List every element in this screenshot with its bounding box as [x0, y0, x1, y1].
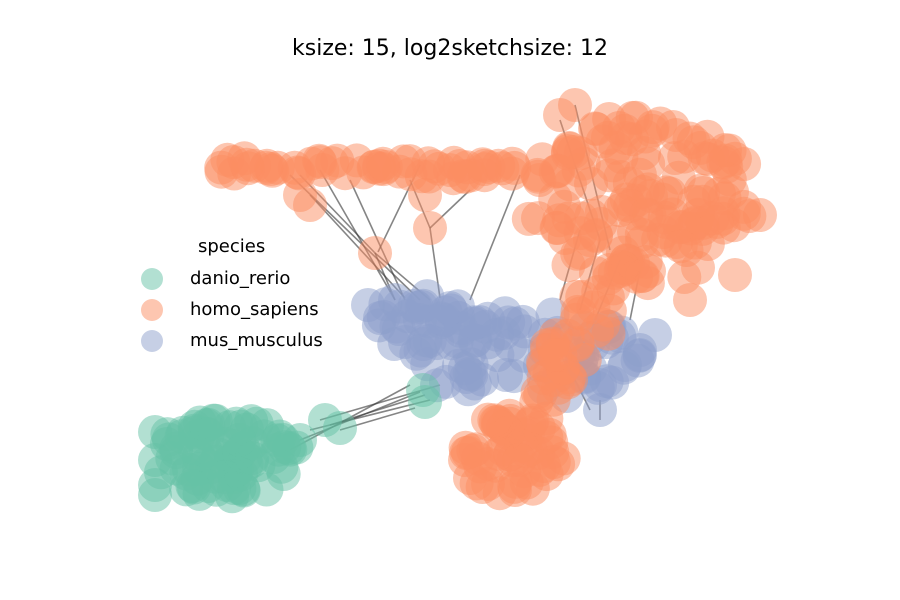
legend-marker-danio-rerio [141, 267, 163, 290]
node-homo-sapiens [433, 153, 468, 188]
legend-label-mus-musculus: mus_musculus [190, 330, 323, 351]
node-homo-sapiens [453, 461, 487, 495]
node-homo-sapiens [673, 283, 707, 317]
legend: species danio_rerio homo_sapiens mus_mus… [134, 236, 323, 356]
node-homo-sapiens [573, 223, 607, 257]
legend-label-homo-sapiens: homo_sapiens [190, 299, 319, 320]
node-danio-rerio [138, 478, 172, 512]
plot-title: ksize: 15, log2sketchsize: 12 [292, 36, 608, 61]
node-danio-rerio [222, 435, 257, 470]
node-homo-sapiens [293, 188, 327, 222]
node-mus-musculus [480, 338, 515, 373]
node-homo-sapiens [413, 211, 447, 245]
node-homo-sapiens [498, 473, 532, 507]
node-mus-musculus [433, 291, 467, 325]
node-mus-musculus [457, 305, 492, 340]
node-homo-sapiens [538, 338, 572, 372]
node-homo-sapiens [320, 143, 355, 178]
node-danio-rerio [283, 423, 317, 457]
node-mus-musculus [378, 283, 412, 317]
node-homo-sapiens [629, 197, 664, 232]
node-homo-sapiens [358, 236, 392, 270]
node-homo-sapiens [543, 98, 577, 132]
node-danio-rerio [323, 411, 357, 445]
node-homo-sapiens [656, 110, 690, 144]
node-danio-rerio [177, 470, 211, 505]
legend-label-danio-rerio: danio_rerio [190, 268, 291, 289]
graph-edge [309, 194, 406, 299]
node-danio-rerio [164, 419, 199, 454]
node-homo-sapiens [576, 290, 611, 325]
node-homo-sapiens [649, 175, 683, 210]
node-homo-sapiens [229, 147, 264, 182]
node-homo-sapiens [743, 198, 777, 232]
node-mus-musculus [388, 325, 422, 359]
node-danio-rerio [264, 449, 299, 484]
node-homo-sapiens [408, 178, 442, 212]
node-danio-rerio [138, 443, 172, 477]
legend-title: species [198, 236, 266, 257]
node-homo-sapiens [603, 253, 638, 288]
node-danio-rerio [138, 415, 172, 449]
node-homo-sapiens [718, 258, 752, 292]
node-mus-musculus [583, 368, 617, 402]
node-homo-sapiens [260, 150, 295, 185]
node-homo-sapiens [556, 135, 591, 169]
legend-item-danio-rerio: danio_rerio [134, 263, 323, 294]
node-homo-sapiens [585, 124, 620, 159]
node-mus-musculus [465, 362, 500, 397]
node-homo-sapiens [669, 233, 704, 267]
node-homo-sapiens [366, 146, 401, 181]
node-danio-rerio [406, 373, 440, 407]
node-mus-musculus [638, 318, 672, 352]
node-homo-sapiens [477, 403, 512, 438]
graph-edge [469, 174, 521, 301]
nodes-layer [138, 88, 777, 514]
legend-item-mus-musculus: mus_musculus [134, 325, 323, 356]
legend-marker-mus-musculus [141, 329, 163, 352]
node-homo-sapiens [465, 147, 500, 182]
legend-marker-homo-sapiens [141, 298, 163, 321]
node-homo-sapiens [511, 201, 546, 236]
node-danio-rerio [223, 409, 258, 444]
node-mus-musculus [583, 393, 617, 427]
legend-item-homo-sapiens: homo_sapiens [134, 294, 323, 325]
graph-edge [319, 169, 396, 301]
node-danio-rerio [190, 417, 225, 452]
node-homo-sapiens [708, 133, 742, 167]
node-mus-musculus [608, 348, 642, 382]
